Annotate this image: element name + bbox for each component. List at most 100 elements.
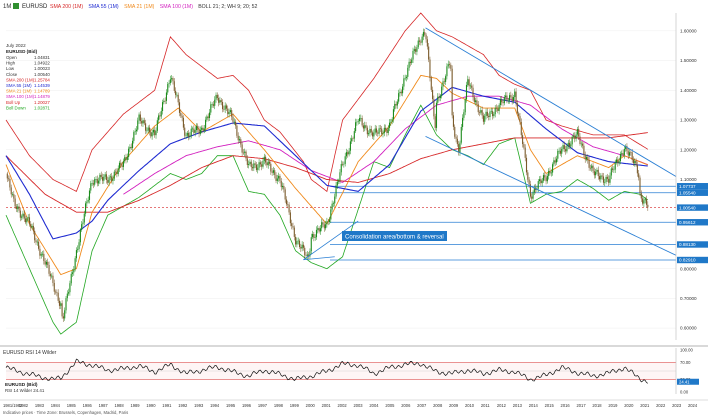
legend-row-label: High bbox=[6, 61, 16, 66]
price-candle-body bbox=[433, 99, 435, 117]
price-candle-body bbox=[44, 261, 46, 265]
price-candle-body bbox=[224, 105, 226, 110]
price-candle-body bbox=[399, 91, 401, 94]
price-candle-body bbox=[420, 41, 422, 43]
price-tag-label: 1.00540 bbox=[679, 205, 696, 210]
timeframe-label[interactable]: 1M bbox=[3, 4, 11, 10]
price-candle-body bbox=[126, 156, 128, 160]
rsi-title: EURUSD RSI 14 Wilder bbox=[3, 350, 57, 356]
price-candle-body bbox=[600, 175, 602, 180]
price-candle-body bbox=[460, 126, 462, 143]
price-candle-body bbox=[638, 173, 640, 178]
price-candle-body bbox=[430, 77, 432, 90]
price-candle-body bbox=[9, 178, 11, 188]
price-candle-body bbox=[118, 162, 121, 169]
price-candle-body bbox=[640, 193, 642, 199]
price-candle-body bbox=[621, 153, 623, 154]
price-candle-body bbox=[532, 192, 534, 199]
price-candle-body bbox=[599, 176, 601, 180]
price-candle-body bbox=[10, 187, 12, 195]
price-candle-body bbox=[503, 97, 505, 104]
price-candle-body bbox=[96, 179, 98, 184]
price-candle-body bbox=[426, 39, 428, 47]
price-candle-body bbox=[191, 128, 194, 130]
price-tag-badge bbox=[677, 256, 708, 264]
price-candle-body bbox=[553, 160, 555, 165]
price-candle-body bbox=[455, 136, 457, 139]
price-candle-body bbox=[282, 185, 284, 188]
rsi-series-line bbox=[5, 358, 648, 384]
price-candle-body bbox=[525, 157, 528, 173]
price-candle-body bbox=[223, 109, 225, 110]
time-tick-label: 2014 bbox=[529, 403, 539, 408]
time-tick-label: 2017 bbox=[576, 403, 586, 408]
price-candle-body bbox=[617, 159, 619, 164]
price-candle-body bbox=[493, 114, 495, 117]
price-candle-body bbox=[94, 179, 96, 185]
rsi-panel[interactable]: EURUSD RSI 14 Wilder EURUSD (Bid) RSI 14… bbox=[0, 345, 708, 395]
price-candle-body bbox=[115, 171, 117, 173]
time-tick-label: 2023 bbox=[672, 403, 682, 408]
price-candle-body bbox=[190, 128, 192, 136]
price-candle-body bbox=[459, 142, 461, 153]
price-candle-body bbox=[468, 79, 470, 87]
price-candle-body bbox=[422, 32, 424, 37]
price-tag-badge bbox=[677, 241, 708, 248]
price-candle-body bbox=[241, 144, 243, 153]
price-candle-body bbox=[462, 117, 464, 127]
price-candle-body bbox=[578, 129, 580, 137]
legend-row-value: 1.04831 bbox=[34, 55, 50, 60]
rsi-tick-label: 100.00 bbox=[680, 348, 693, 353]
price-candle-body bbox=[606, 176, 608, 179]
bollinger-lower-line bbox=[5, 104, 649, 335]
bollinger-upper-line bbox=[5, 12, 649, 193]
price-candle-body bbox=[302, 244, 304, 248]
time-tick-label: 2011 bbox=[481, 403, 491, 408]
price-tag-badge bbox=[677, 204, 708, 211]
price-candle-body bbox=[527, 172, 529, 180]
price-candle-body bbox=[355, 122, 357, 132]
price-candle-body bbox=[520, 121, 522, 136]
time-tick-label: 1987 bbox=[99, 403, 109, 408]
price-candle-body bbox=[135, 129, 138, 132]
price-tag-label: 0.95612 bbox=[679, 220, 696, 225]
price-candle-body bbox=[248, 164, 250, 165]
price-candle-body bbox=[349, 141, 351, 151]
price-candle-body bbox=[257, 167, 259, 170]
price-candle-body bbox=[161, 102, 164, 111]
price-tick-label: 1.50000 bbox=[680, 58, 697, 63]
price-candle-body bbox=[562, 145, 564, 150]
price-candle-body bbox=[576, 129, 578, 135]
price-candle-body bbox=[636, 165, 638, 174]
price-candle-body bbox=[285, 199, 288, 205]
price-candle-body bbox=[561, 149, 563, 154]
price-candle-body bbox=[39, 248, 41, 256]
price-plot[interactable] bbox=[5, 12, 677, 335]
indicator-label: SMA 21 (1M) bbox=[124, 4, 155, 10]
legend-row-value: 1.14879 bbox=[34, 94, 50, 99]
price-candle-body bbox=[437, 96, 439, 103]
price-candle-body bbox=[310, 237, 312, 251]
price-candle-body bbox=[528, 179, 530, 185]
price-candle-body bbox=[125, 157, 127, 160]
price-candle-body bbox=[306, 254, 308, 256]
price-candle-body bbox=[421, 36, 423, 43]
price-candle-body bbox=[386, 129, 388, 133]
price-candle-body bbox=[373, 132, 375, 137]
price-candle-body bbox=[182, 117, 184, 128]
price-candle-body bbox=[452, 115, 454, 127]
price-candle-body bbox=[51, 275, 53, 277]
price-candle-body bbox=[469, 85, 471, 87]
price-candle-body bbox=[238, 139, 241, 141]
price-candle-body bbox=[630, 152, 632, 153]
price-candle-body bbox=[495, 107, 498, 109]
price-candle-body bbox=[91, 183, 93, 184]
price-candle-body bbox=[47, 261, 49, 265]
time-tick-label: 2024 bbox=[688, 403, 698, 408]
price-candle-body bbox=[588, 160, 590, 168]
price-candle-body bbox=[52, 275, 54, 283]
price-candle-body bbox=[549, 170, 551, 174]
price-candle-body bbox=[26, 218, 28, 223]
symbol-label[interactable]: EURUSD bbox=[22, 4, 48, 10]
